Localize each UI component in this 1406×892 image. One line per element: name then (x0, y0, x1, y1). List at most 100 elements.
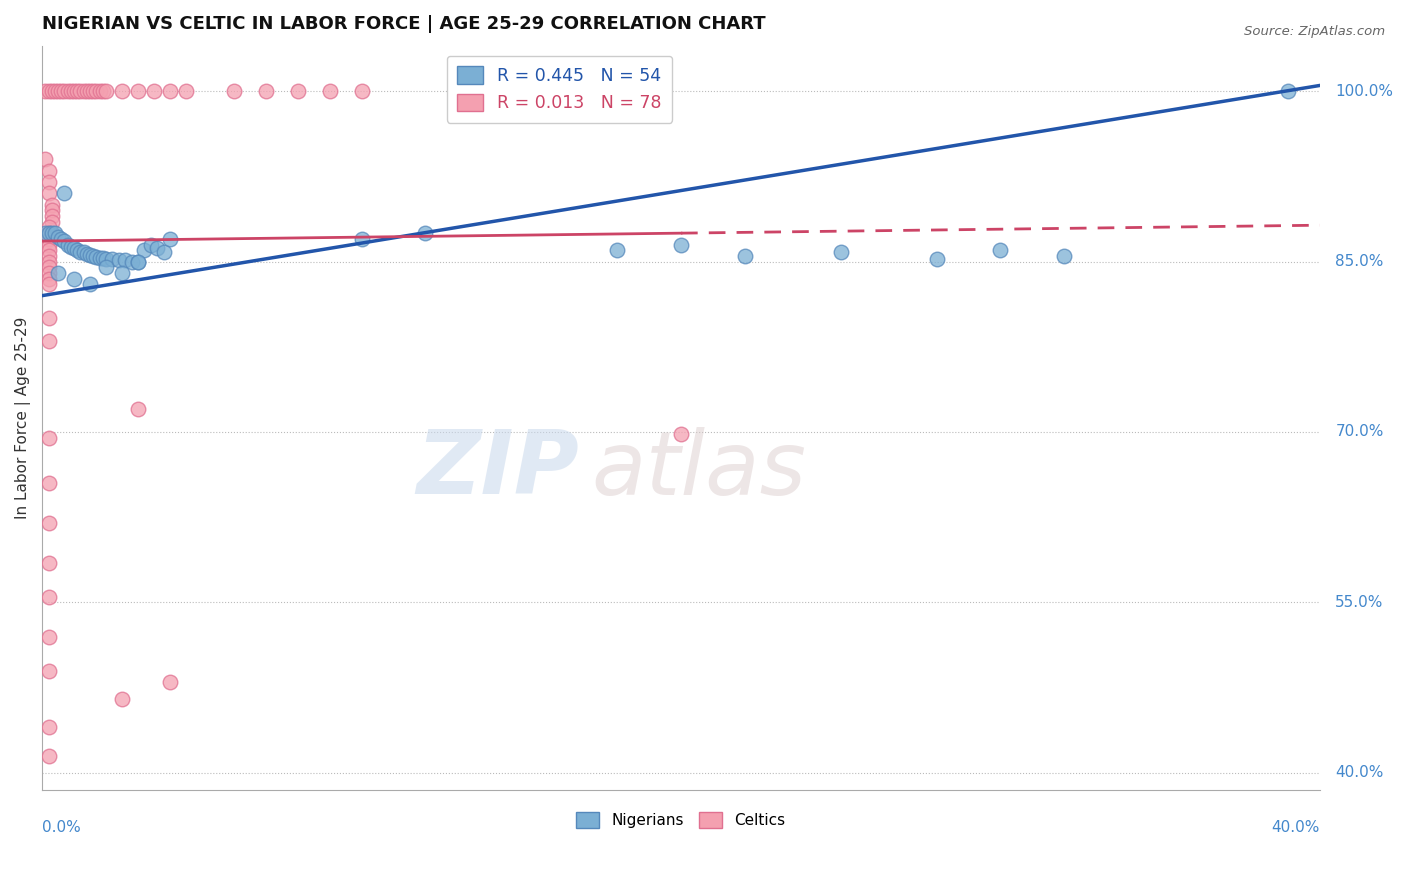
Point (41, 226, 63, 240)
Point (53, 234, 76, 248)
Point (69, 245, 91, 260)
Point (51, 232, 73, 246)
Point (669, 427, 692, 442)
Point (287, 84, 309, 98)
Point (41, 203, 63, 218)
Point (82, 249, 104, 263)
Point (111, 692, 134, 706)
Point (59, 240, 82, 254)
Point (63, 241, 86, 255)
Point (574, 84, 596, 98)
Point (79, 84, 101, 98)
Point (44, 226, 66, 240)
Point (37, 590, 59, 604)
Point (86, 250, 108, 264)
Point (79, 277, 101, 292)
Point (37, 243, 59, 257)
Point (37, 249, 59, 263)
Point (37, 311, 59, 326)
Point (1277, 84, 1299, 98)
Point (91, 251, 114, 265)
Point (41, 84, 63, 98)
Point (830, 245, 852, 260)
Point (1053, 249, 1076, 263)
Point (146, 241, 169, 255)
Point (37, 220, 59, 235)
Point (101, 252, 124, 267)
Point (415, 226, 437, 240)
Point (72, 245, 94, 260)
Point (152, 245, 174, 260)
Point (59, 84, 82, 98)
Point (350, 84, 373, 98)
Point (142, 84, 165, 98)
Point (111, 266, 134, 280)
Point (76, 84, 98, 98)
Text: NIGERIAN VS CELTIC IN LABOR FORCE | AGE 25-29 CORRELATION CHART: NIGERIAN VS CELTIC IN LABOR FORCE | AGE … (42, 15, 766, 33)
Point (79, 248, 101, 262)
Point (37, 431, 59, 445)
Point (134, 243, 156, 257)
Point (159, 232, 181, 246)
Point (46, 84, 69, 98)
Point (66, 84, 89, 98)
Point (94, 260, 117, 275)
Point (37, 630, 59, 644)
Text: 55.0%: 55.0% (1336, 595, 1384, 610)
Text: Source: ZipAtlas.com: Source: ZipAtlas.com (1244, 25, 1385, 38)
Point (734, 249, 756, 263)
Point (94, 84, 117, 98)
Point (121, 254, 143, 268)
Point (107, 253, 129, 268)
Text: ZIP: ZIP (416, 426, 579, 514)
Point (86, 84, 108, 98)
Point (63, 84, 86, 98)
Point (37, 748, 59, 763)
Point (37, 721, 59, 735)
Point (318, 84, 340, 98)
Point (34, 84, 56, 98)
Point (37, 232, 59, 246)
Point (51, 84, 73, 98)
Point (63, 271, 86, 285)
Text: 100.0%: 100.0% (1336, 84, 1393, 99)
Point (127, 254, 149, 268)
Point (925, 252, 948, 267)
Point (37, 556, 59, 570)
Point (89, 251, 111, 265)
Point (37, 163, 59, 178)
Point (222, 84, 245, 98)
Point (114, 253, 136, 268)
Point (37, 254, 59, 268)
Text: 70.0%: 70.0% (1336, 425, 1384, 440)
Point (37, 226, 59, 240)
Text: 0.0%: 0.0% (42, 820, 82, 835)
Text: 40.0%: 40.0% (1271, 820, 1320, 835)
Point (91, 84, 114, 98)
Point (159, 675, 181, 690)
Point (606, 243, 628, 257)
Point (66, 243, 89, 257)
Point (174, 84, 197, 98)
Point (37, 186, 59, 201)
Point (37, 476, 59, 491)
Point (111, 84, 134, 98)
Point (37, 226, 59, 240)
Point (37, 237, 59, 252)
Point (159, 84, 181, 98)
Point (350, 232, 373, 246)
Point (254, 84, 277, 98)
Point (56, 84, 79, 98)
Point (34, 153, 56, 167)
Point (37, 334, 59, 348)
Point (41, 198, 63, 212)
Point (510, 84, 533, 98)
Point (53, 84, 76, 98)
Legend: Nigerians, Celtics: Nigerians, Celtics (571, 806, 792, 834)
Point (37, 277, 59, 292)
Point (53, 186, 76, 201)
Point (34, 226, 56, 240)
Point (76, 246, 98, 260)
Point (127, 254, 149, 268)
Point (89, 84, 111, 98)
